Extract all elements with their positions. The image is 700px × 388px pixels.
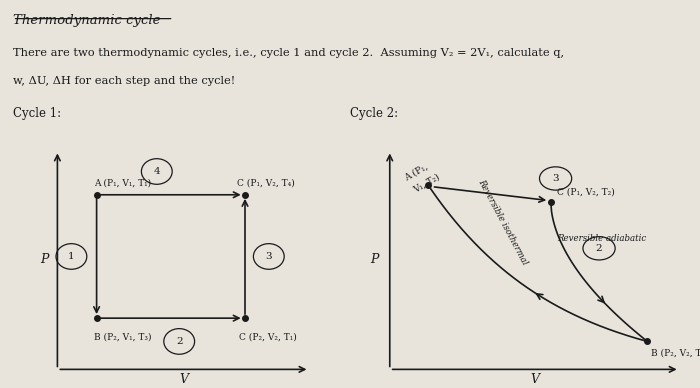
Text: Reversible adiabatic: Reversible adiabatic <box>557 234 647 243</box>
Text: Thermodynamic cycle: Thermodynamic cycle <box>13 14 160 27</box>
Text: B (P₂, V₁, T₃): B (P₂, V₁, T₃) <box>94 332 151 341</box>
Text: A (P₁,: A (P₁, <box>402 162 429 183</box>
Text: 3: 3 <box>265 252 272 261</box>
Text: B (P₂, V₂, T₁): B (P₂, V₂, T₁) <box>650 348 700 357</box>
Text: w, ΔU, ΔH for each step and the cycle!: w, ΔU, ΔH for each step and the cycle! <box>13 76 234 86</box>
Text: 3: 3 <box>552 174 559 183</box>
Text: 2: 2 <box>176 337 183 346</box>
Text: C (P₁, V₂, T₂): C (P₁, V₂, T₂) <box>557 188 615 197</box>
Text: V: V <box>530 373 539 386</box>
Text: 4: 4 <box>153 167 160 176</box>
Text: C (P₁, V₂, T₄): C (P₁, V₂, T₄) <box>237 178 295 187</box>
Text: 1: 1 <box>68 252 75 261</box>
Text: Cycle 1:: Cycle 1: <box>13 107 61 120</box>
Text: P: P <box>370 253 379 267</box>
Text: There are two thermodynamic cycles, i.e., cycle 1 and cycle 2.  Assuming V₂ = 2V: There are two thermodynamic cycles, i.e.… <box>13 48 564 59</box>
Text: A (P₁, V₁, T₁): A (P₁, V₁, T₁) <box>94 178 151 187</box>
Text: C (P₂, V₂, T₁): C (P₂, V₂, T₁) <box>239 332 297 341</box>
Text: 2: 2 <box>596 244 603 253</box>
Text: V: V <box>179 373 188 386</box>
Text: Reversible isothermal: Reversible isothermal <box>477 178 529 267</box>
Text: P: P <box>41 253 49 267</box>
Text: V₁, T₂): V₁, T₂) <box>412 172 442 194</box>
Text: Cycle 2:: Cycle 2: <box>350 107 398 120</box>
